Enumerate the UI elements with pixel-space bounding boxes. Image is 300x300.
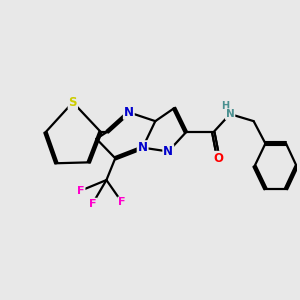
- Text: H: H: [221, 101, 229, 111]
- Text: N: N: [138, 141, 148, 154]
- Text: F: F: [77, 186, 85, 196]
- Text: N: N: [226, 109, 235, 119]
- Text: S: S: [69, 96, 77, 109]
- Text: N: N: [163, 145, 173, 158]
- Text: O: O: [213, 152, 223, 165]
- Text: N: N: [124, 106, 134, 119]
- Text: F: F: [118, 197, 126, 207]
- Text: F: F: [89, 199, 96, 208]
